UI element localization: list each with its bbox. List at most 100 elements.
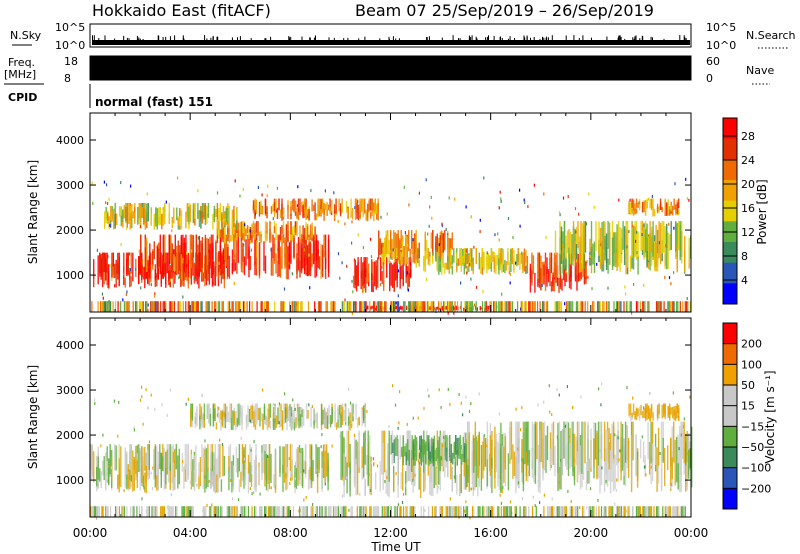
echo-strip — [298, 419, 300, 429]
echo-strip — [649, 221, 651, 252]
echo-speckle — [181, 278, 183, 282]
echo-ground — [365, 301, 367, 312]
echo-strip — [168, 270, 170, 281]
echo-strip — [204, 234, 207, 258]
echo-strip — [133, 456, 135, 470]
echo-strip — [525, 451, 528, 481]
echo-strip — [594, 422, 597, 460]
echo-strip — [475, 248, 477, 265]
echo-strip — [646, 223, 648, 268]
echo-strip — [321, 244, 324, 275]
echo-strip — [258, 201, 261, 217]
echo-strip — [629, 403, 632, 415]
echo-strip — [125, 207, 127, 222]
echo-ground — [608, 301, 610, 312]
echo-ground — [133, 506, 135, 517]
echo-strip — [162, 234, 164, 263]
echo-speckle — [403, 492, 405, 496]
echo-strip — [149, 255, 151, 279]
echo-strip — [442, 234, 444, 253]
echo-strip — [245, 414, 248, 423]
echo-strip — [395, 437, 397, 456]
echo-speckle — [465, 249, 467, 253]
echo-ground — [498, 506, 500, 517]
echo-ground — [647, 506, 649, 517]
echo-ground — [107, 301, 109, 312]
echo-strip — [554, 446, 556, 476]
echo-speckle — [551, 497, 553, 501]
echo-ground — [667, 301, 669, 312]
echo-strip — [381, 430, 383, 475]
echo-ground — [394, 301, 396, 312]
echo-strip — [430, 439, 432, 497]
echo-ground — [259, 506, 261, 517]
echo-strip — [255, 233, 258, 241]
echo-speckle — [528, 470, 530, 474]
echo-strip — [444, 435, 446, 457]
nsky-spike — [476, 38, 478, 40]
echo-speckle — [575, 230, 577, 234]
echo-speckle — [127, 265, 129, 269]
echo-ground — [504, 301, 506, 312]
echo-strip — [526, 255, 529, 274]
echo-strip — [616, 224, 618, 268]
echo-ground — [443, 301, 445, 312]
echo-strip — [190, 461, 193, 487]
echo-strip — [518, 464, 520, 487]
echo-strip — [218, 227, 220, 239]
echo-strip — [293, 202, 295, 213]
echo-strip — [679, 425, 681, 487]
echo-strip — [513, 451, 516, 476]
echo-speckle — [551, 413, 553, 416]
echo-strip — [664, 199, 666, 212]
echo-speckle — [359, 492, 361, 496]
echo-strip — [456, 438, 458, 454]
echo-strip — [215, 422, 218, 430]
echo-speckle — [567, 195, 569, 199]
freq-tick-bottom: 8 — [64, 72, 71, 85]
echo-strip — [542, 422, 544, 469]
echo-speckle — [284, 392, 286, 396]
echo-strip — [347, 416, 350, 426]
echo-ground — [276, 506, 278, 517]
echo-strip — [577, 254, 580, 282]
echo-speckle — [605, 479, 607, 483]
echo-speckle — [685, 177, 687, 181]
echo-strip — [122, 209, 124, 222]
echo-speckle — [664, 479, 666, 483]
echo-ground — [251, 506, 253, 517]
echo-speckle — [409, 265, 411, 269]
echo-ground — [414, 301, 416, 312]
echo-strip — [486, 421, 489, 460]
freq-panel: Freq. [MHz] 18 8 60 0 Nave — [4, 55, 774, 85]
echo-speckle — [614, 502, 616, 506]
echo-strip — [373, 210, 375, 221]
echo-ground — [575, 301, 577, 312]
echo-strip — [606, 430, 609, 487]
echo-ground — [644, 506, 646, 517]
echo-strip — [108, 216, 110, 227]
echo-strip — [370, 212, 372, 219]
ytick-label: 1000 — [56, 474, 84, 487]
colorbar-tick-label: −15 — [741, 420, 764, 433]
echo-strip — [219, 203, 222, 221]
echo-ground — [489, 506, 491, 517]
echo-strip — [361, 446, 363, 468]
echo-strip — [243, 447, 245, 489]
echo-strip — [311, 253, 313, 267]
echo-speckle — [517, 424, 519, 428]
echo-ground — [649, 506, 651, 517]
echo-strip — [206, 403, 209, 419]
echo-strip — [638, 199, 641, 211]
echo-strip — [384, 430, 386, 473]
echo-strip — [220, 479, 223, 492]
echo-strip — [551, 423, 553, 462]
echo-strip — [277, 407, 279, 425]
nsky-spike — [264, 38, 266, 40]
echo-speckle — [431, 216, 433, 220]
echo-strip — [558, 466, 561, 489]
echo-strip — [354, 198, 357, 214]
echo-strip — [403, 246, 405, 266]
echo-ground — [403, 506, 405, 517]
echo-ground — [265, 301, 267, 312]
